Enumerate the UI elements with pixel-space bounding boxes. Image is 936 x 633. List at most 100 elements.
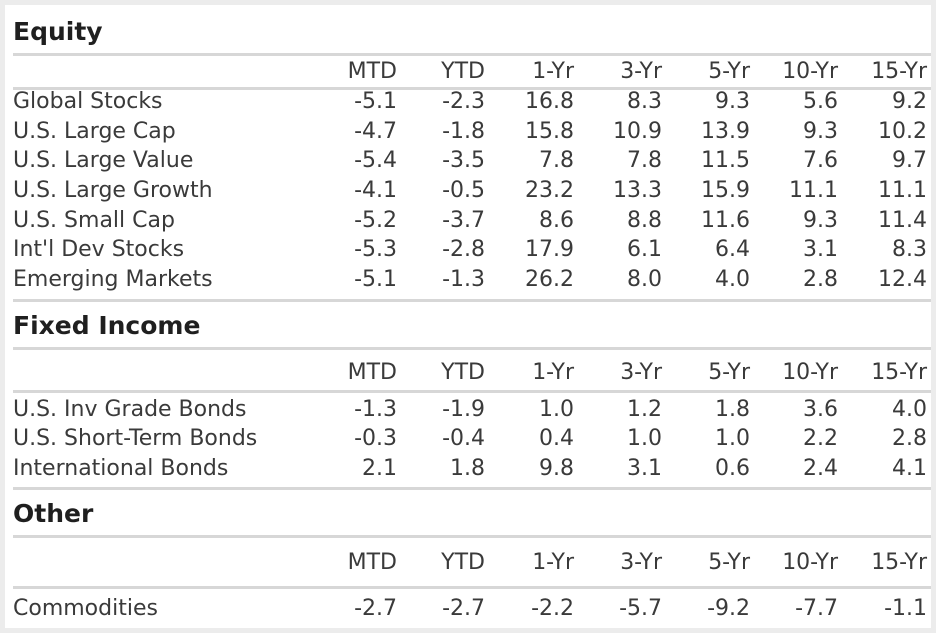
column-header-5yr: 5-Yr	[708, 360, 750, 385]
value-ytd: -1.9	[442, 397, 485, 422]
row-label: Emerging Markets	[13, 267, 213, 292]
value-10yr: 9.3	[803, 119, 838, 144]
value-10yr: 11.1	[789, 178, 838, 203]
header-divider	[13, 586, 931, 589]
section-divider	[13, 487, 931, 490]
value-5yr: 11.6	[701, 208, 750, 233]
value-ytd: -1.3	[442, 267, 485, 292]
value-3yr: 8.3	[627, 89, 662, 114]
value-3yr: 13.3	[613, 178, 662, 203]
value-mtd: -5.3	[354, 237, 397, 262]
column-header-row: MTD YTD 1-Yr 3-Yr 5-Yr 10-Yr 15-Yr	[13, 358, 931, 388]
value-5yr: 11.5	[701, 148, 750, 173]
returns-table-panel: Equity MTD YTD 1-Yr 3-Yr 5-Yr 10-Yr 15-Y…	[5, 5, 931, 628]
value-3yr: 10.9	[613, 119, 662, 144]
value-5yr: 1.8	[715, 397, 750, 422]
value-ytd: -2.7	[442, 596, 485, 621]
value-mtd: -5.1	[354, 267, 397, 292]
value-1yr: 15.8	[525, 119, 574, 144]
value-ytd: -0.4	[442, 426, 485, 451]
value-1yr: 17.9	[525, 237, 574, 262]
value-10yr: -7.7	[795, 596, 838, 621]
column-header-5yr: 5-Yr	[708, 59, 750, 84]
table-row: U.S. Short-Term Bonds -0.3 -0.4 0.4 1.0 …	[13, 424, 931, 454]
value-3yr: 3.1	[627, 456, 662, 481]
column-header-mtd: MTD	[347, 360, 397, 385]
value-1yr: 1.0	[539, 397, 574, 422]
value-3yr: 8.0	[627, 267, 662, 292]
value-3yr: -5.7	[619, 596, 662, 621]
value-ytd: -1.8	[442, 119, 485, 144]
column-header-10yr: 10-Yr	[782, 59, 838, 84]
value-3yr: 7.8	[627, 148, 662, 173]
value-3yr: 6.1	[627, 237, 662, 262]
value-15yr: 11.4	[878, 208, 927, 233]
column-header-3yr: 3-Yr	[620, 360, 662, 385]
value-15yr: 4.1	[892, 456, 927, 481]
table-row: Emerging Markets -5.1 -1.3 26.2 8.0 4.0 …	[13, 265, 931, 295]
value-10yr: 2.2	[803, 426, 838, 451]
column-header-15yr: 15-Yr	[871, 59, 927, 84]
value-ytd: -3.5	[442, 148, 485, 173]
column-header-15yr: 15-Yr	[871, 360, 927, 385]
value-5yr: 13.9	[701, 119, 750, 144]
value-mtd: -5.1	[354, 89, 397, 114]
column-header-3yr: 3-Yr	[620, 59, 662, 84]
value-15yr: 9.7	[892, 148, 927, 173]
value-15yr: 4.0	[892, 397, 927, 422]
value-mtd: 2.1	[362, 456, 397, 481]
table-row: Global Stocks -5.1 -2.3 16.8 8.3 9.3 5.6…	[13, 87, 931, 117]
column-header-mtd: MTD	[347, 550, 397, 575]
row-label: International Bonds	[13, 456, 229, 481]
value-15yr: 10.2	[878, 119, 927, 144]
value-10yr: 2.4	[803, 456, 838, 481]
value-ytd: 1.8	[450, 456, 485, 481]
value-1yr: 0.4	[539, 426, 574, 451]
value-15yr: 11.1	[878, 178, 927, 203]
value-10yr: 9.3	[803, 208, 838, 233]
row-label: Commodities	[13, 596, 158, 621]
column-header-5yr: 5-Yr	[708, 550, 750, 575]
value-mtd: -5.2	[354, 208, 397, 233]
value-ytd: -2.3	[442, 89, 485, 114]
value-10yr: 7.6	[803, 148, 838, 173]
value-3yr: 1.0	[627, 426, 662, 451]
value-5yr: -9.2	[707, 596, 750, 621]
table-row: Int'l Dev Stocks -5.3 -2.8 17.9 6.1 6.4 …	[13, 235, 931, 265]
row-label: U.S. Large Value	[13, 148, 194, 173]
value-5yr: 4.0	[715, 267, 750, 292]
value-10yr: 2.8	[803, 267, 838, 292]
column-header-1yr: 1-Yr	[532, 360, 574, 385]
row-label: U.S. Large Growth	[13, 178, 213, 203]
value-10yr: 3.1	[803, 237, 838, 262]
value-ytd: -2.8	[442, 237, 485, 262]
header-divider	[13, 87, 931, 90]
value-10yr: 5.6	[803, 89, 838, 114]
value-1yr: 7.8	[539, 148, 574, 173]
value-15yr: -1.1	[884, 596, 927, 621]
column-header-10yr: 10-Yr	[782, 360, 838, 385]
section-title-equity: Equity	[13, 17, 103, 46]
value-15yr: 12.4	[878, 267, 927, 292]
value-3yr: 8.8	[627, 208, 662, 233]
table-row: U.S. Large Value -5.4 -3.5 7.8 7.8 11.5 …	[13, 146, 931, 176]
table-row: Commodities -2.7 -2.7 -2.2 -5.7 -9.2 -7.…	[13, 594, 931, 624]
value-3yr: 1.2	[627, 397, 662, 422]
row-label: Global Stocks	[13, 89, 163, 114]
value-ytd: -0.5	[442, 178, 485, 203]
column-header-1yr: 1-Yr	[532, 59, 574, 84]
value-5yr: 0.6	[715, 456, 750, 481]
value-15yr: 2.8	[892, 426, 927, 451]
column-header-ytd: YTD	[441, 360, 485, 385]
value-mtd: -5.4	[354, 148, 397, 173]
column-header-row: MTD YTD 1-Yr 3-Yr 5-Yr 10-Yr 15-Yr	[13, 57, 931, 87]
value-15yr: 8.3	[892, 237, 927, 262]
value-1yr: 23.2	[525, 178, 574, 203]
value-mtd: -2.7	[354, 596, 397, 621]
section-title-other: Other	[13, 499, 94, 528]
value-15yr: 9.2	[892, 89, 927, 114]
value-1yr: 8.6	[539, 208, 574, 233]
value-1yr: 16.8	[525, 89, 574, 114]
row-label: U.S. Short-Term Bonds	[13, 426, 258, 451]
value-1yr: 26.2	[525, 267, 574, 292]
